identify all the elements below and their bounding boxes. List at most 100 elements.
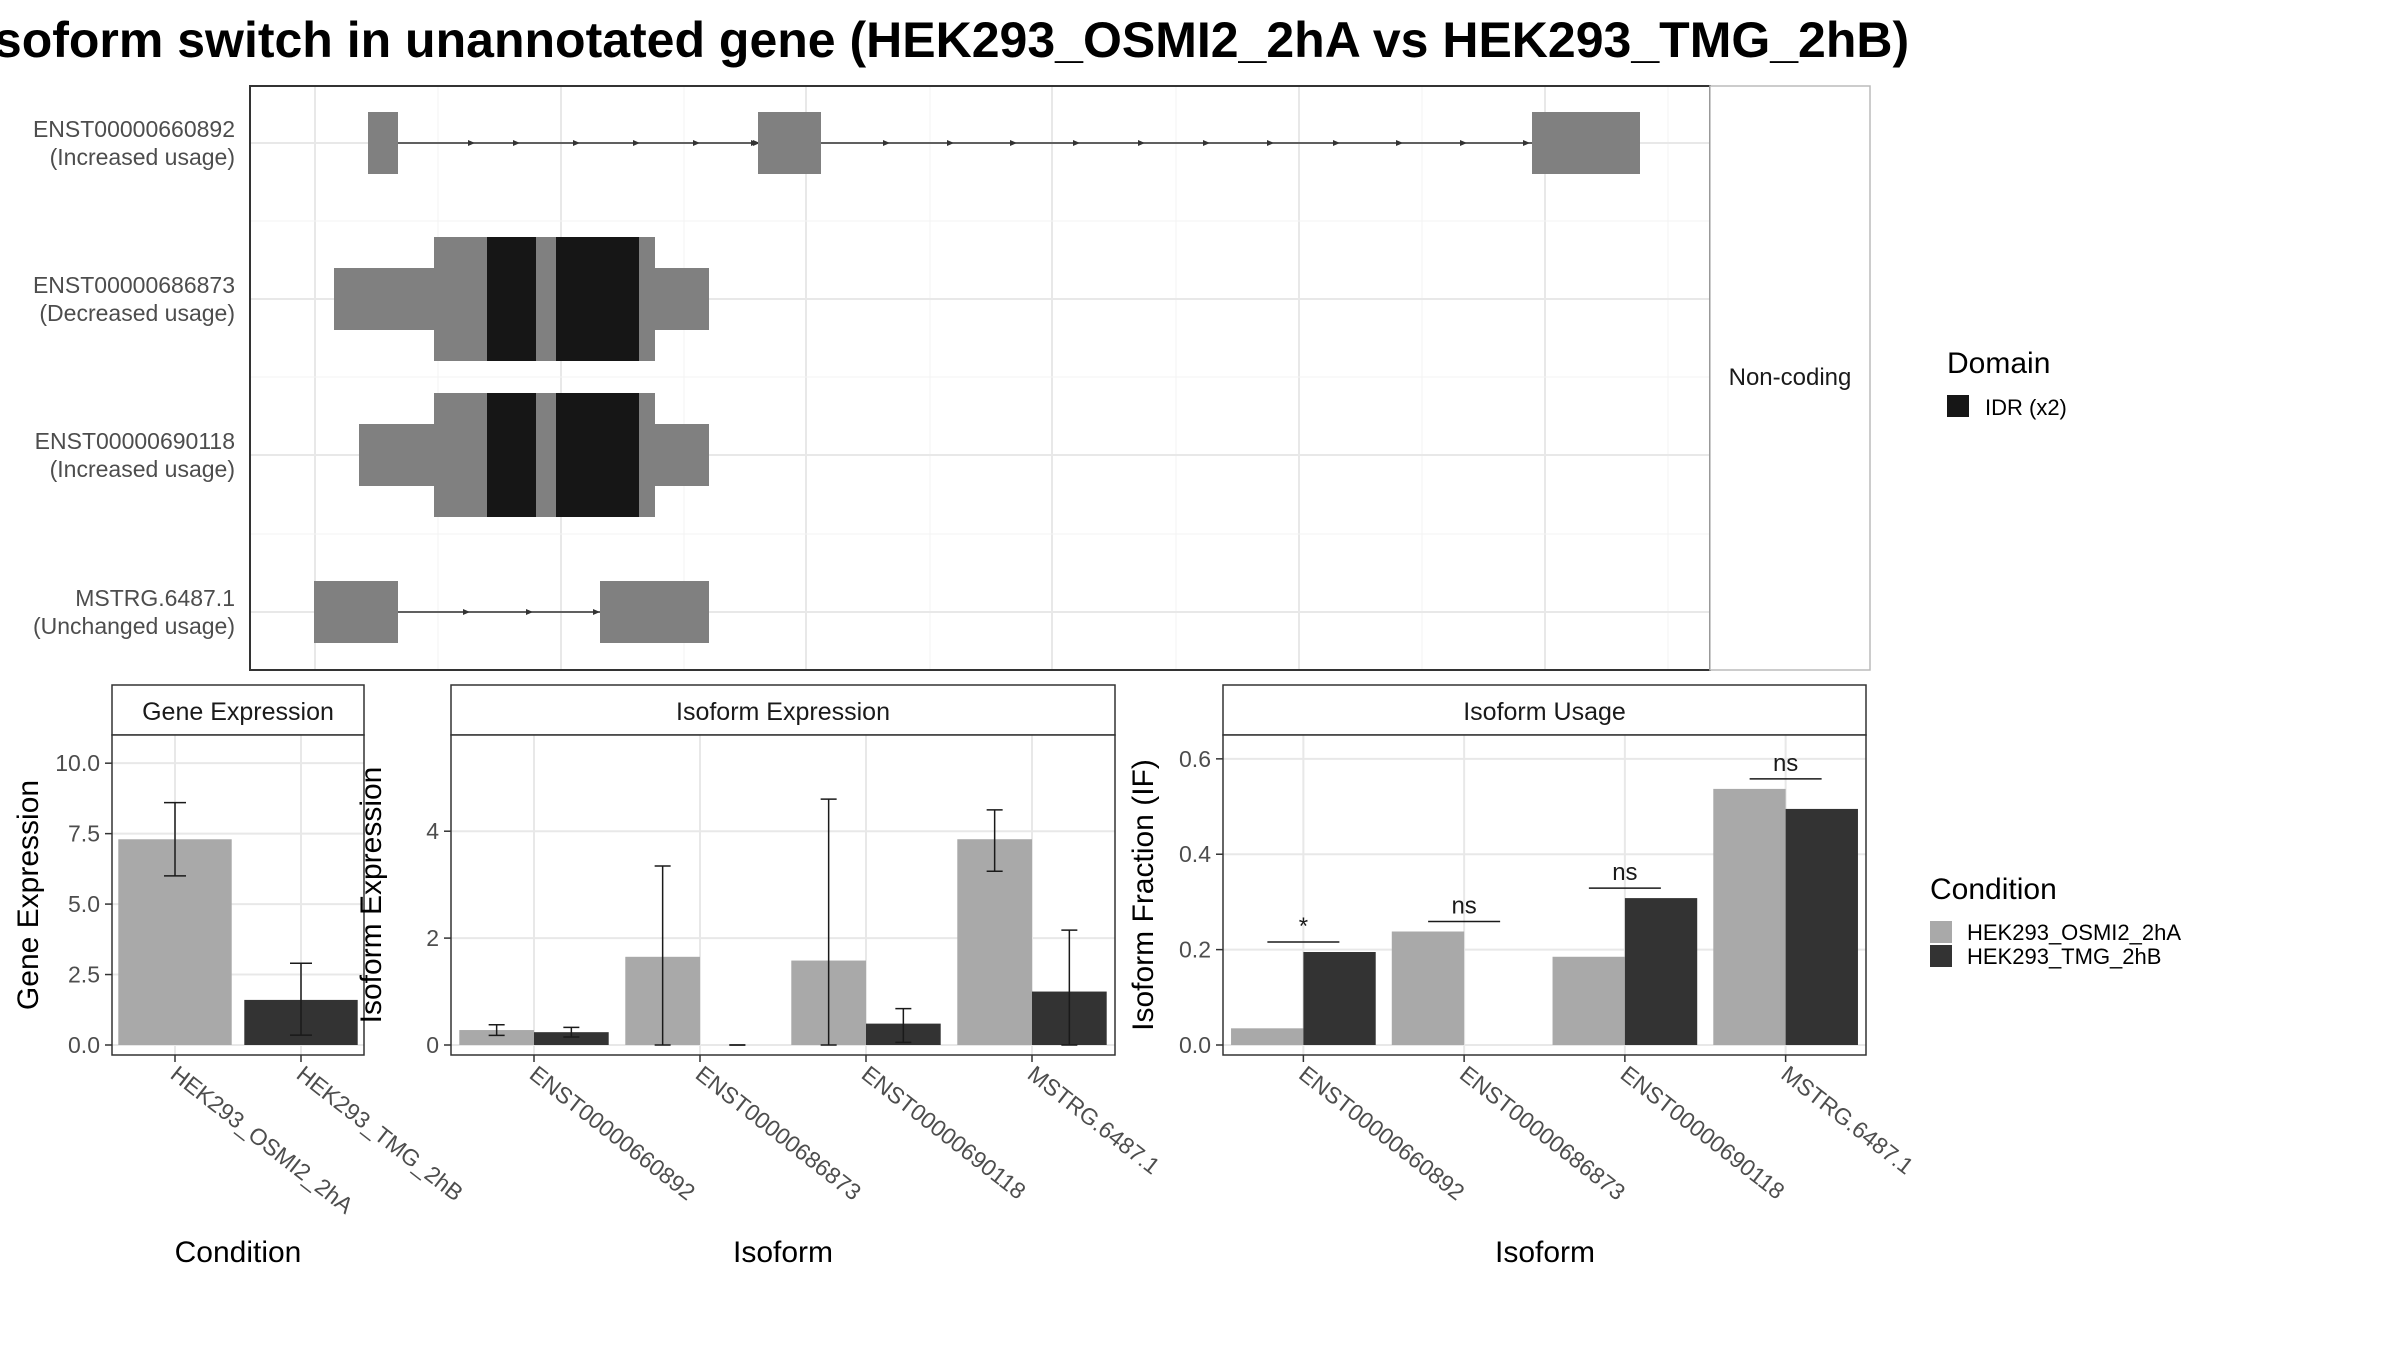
x-axis-title: Isoform <box>733 1236 833 1269</box>
y-tick-label: 4 <box>426 818 439 844</box>
intron-arrow <box>1073 140 1080 146</box>
intron-arrow <box>693 140 700 146</box>
panel-title: Isoform Usage <box>1463 698 1626 726</box>
exon-block <box>487 237 536 361</box>
bar <box>1303 952 1376 1045</box>
domain-legend: Domain IDR (x2) <box>1947 347 2067 420</box>
bar <box>1624 898 1698 1045</box>
y-axis-title: Gene Expression <box>12 780 45 1010</box>
significance-label: ns <box>1451 892 1476 919</box>
y-tick-label: 2 <box>426 925 439 951</box>
bar <box>1713 788 1786 1045</box>
y-tick-label: 0.2 <box>1179 937 1211 963</box>
x-tick-label: ENST00000690118 <box>1616 1060 1790 1204</box>
panel-border <box>111 734 365 1056</box>
intron-arrow <box>947 140 954 146</box>
figure-title: Isoform switch in unannotated gene (HEK2… <box>0 12 1909 68</box>
condition-legend-label-a: HEK293_OSMI2_2hA <box>1967 920 2181 945</box>
intron-arrow <box>1138 140 1145 146</box>
x-tick-label: ENST00000686873 <box>691 1060 866 1205</box>
exon-block <box>1532 112 1640 174</box>
isoform-row-status: (Increased usage) <box>50 144 235 170</box>
x-axis-title: Isoform <box>1495 1236 1595 1269</box>
x-axis-title: Condition <box>175 1236 302 1269</box>
x-tick-label: MSTRG.6487.1 <box>1777 1060 1919 1179</box>
y-tick-label: 5.0 <box>68 891 100 917</box>
y-tick-label: 10.0 <box>55 750 100 776</box>
bar <box>459 1030 534 1045</box>
condition-legend-label-b: HEK293_TMG_2hB <box>1967 944 2161 969</box>
intron-arrow <box>526 609 533 615</box>
bar <box>1552 956 1625 1045</box>
y-tick-label: 0.4 <box>1179 841 1211 867</box>
x-tick-label: ENST00000686873 <box>1455 1060 1630 1205</box>
intron-arrow <box>573 140 580 146</box>
intron-arrow <box>1203 140 1210 146</box>
exon-block <box>314 581 398 643</box>
exon-block <box>556 393 639 517</box>
isoform-row-label: MSTRG.6487.1 <box>75 585 235 611</box>
exon-block <box>368 112 398 174</box>
condition-legend-key-a <box>1930 921 1952 943</box>
significance-label: ns <box>1612 859 1637 886</box>
exon-block <box>487 393 536 517</box>
isoform-row-label: ENST00000660892 <box>33 116 235 142</box>
x-tick-label: ENST00000660892 <box>1294 1060 1469 1205</box>
panel-title: Isoform Expression <box>676 698 890 726</box>
structure-strip-label: Non-coding <box>1729 364 1852 391</box>
y-axis-title: Isoform Fraction (IF) <box>1127 759 1160 1031</box>
intron-arrow <box>633 140 640 146</box>
gene-expression-panel: Gene Expression0.02.55.07.510.0HEK293_OS… <box>12 684 468 1269</box>
bar <box>1391 931 1465 1045</box>
intron-arrow <box>751 140 758 146</box>
x-tick-label: MSTRG.6487.1 <box>1023 1060 1165 1179</box>
isoform-usage-panel: Isoform Usage 0.0 0.2 0.4 0.6 * ENST0000066089… <box>1127 684 1919 1269</box>
y-tick-label: 7.5 <box>68 821 100 847</box>
panel-border <box>450 734 1116 1056</box>
intron-arrow <box>1523 140 1530 146</box>
bar <box>1231 1028 1304 1045</box>
condition-legend-key-b <box>1930 945 1952 967</box>
panel-strip <box>111 684 365 736</box>
panel-title: Gene Expression <box>142 698 334 726</box>
domain-legend-key <box>1947 395 1969 417</box>
structure-plot-background <box>250 86 1710 670</box>
domain-legend-title: Domain <box>1947 347 2050 380</box>
x-tick-label: ENST00000660892 <box>525 1060 700 1205</box>
exon-block <box>556 237 639 361</box>
domain-legend-label: IDR (x2) <box>1985 395 2067 420</box>
panel-border <box>1222 734 1867 1056</box>
isoform-row-status: (Decreased usage) <box>39 300 235 326</box>
exon-block <box>600 581 709 643</box>
y-axis-title: Isoform Expression <box>355 767 388 1024</box>
condition-legend: Condition HEK293_OSMI2_2hA HEK293_TMG_2h… <box>1930 873 2181 969</box>
intron-arrow <box>1460 140 1467 146</box>
bar <box>1785 808 1858 1045</box>
exon-block <box>758 112 821 174</box>
intron-arrow <box>593 609 600 615</box>
y-tick-label: 2.5 <box>68 962 100 988</box>
isoform-row-status: (Unchanged usage) <box>33 613 235 639</box>
isoform-row-label: ENST00000690118 <box>35 428 235 454</box>
y-tick-label: 0.6 <box>1179 746 1211 772</box>
significance-label: * <box>1299 913 1308 940</box>
intron-arrow <box>463 609 470 615</box>
y-tick-label: 0.0 <box>68 1032 100 1058</box>
intron-arrow <box>513 140 520 146</box>
isoform-row-label: ENST00000686873 <box>33 272 235 298</box>
intron-arrow <box>1267 140 1274 146</box>
intron-arrow <box>883 140 890 146</box>
panel-strip <box>1222 684 1867 736</box>
intron-arrow <box>1333 140 1340 146</box>
y-tick-label: 0.0 <box>1179 1032 1211 1058</box>
y-tick-label: 0 <box>426 1032 439 1058</box>
bar <box>534 1032 609 1045</box>
intron-arrow <box>1010 140 1017 146</box>
isoform-row-status: (Increased usage) <box>50 456 235 482</box>
condition-legend-title: Condition <box>1930 873 2057 906</box>
intron-arrow <box>1396 140 1403 146</box>
structure-strip <box>1709 85 1871 671</box>
significance-label: ns <box>1773 750 1798 777</box>
